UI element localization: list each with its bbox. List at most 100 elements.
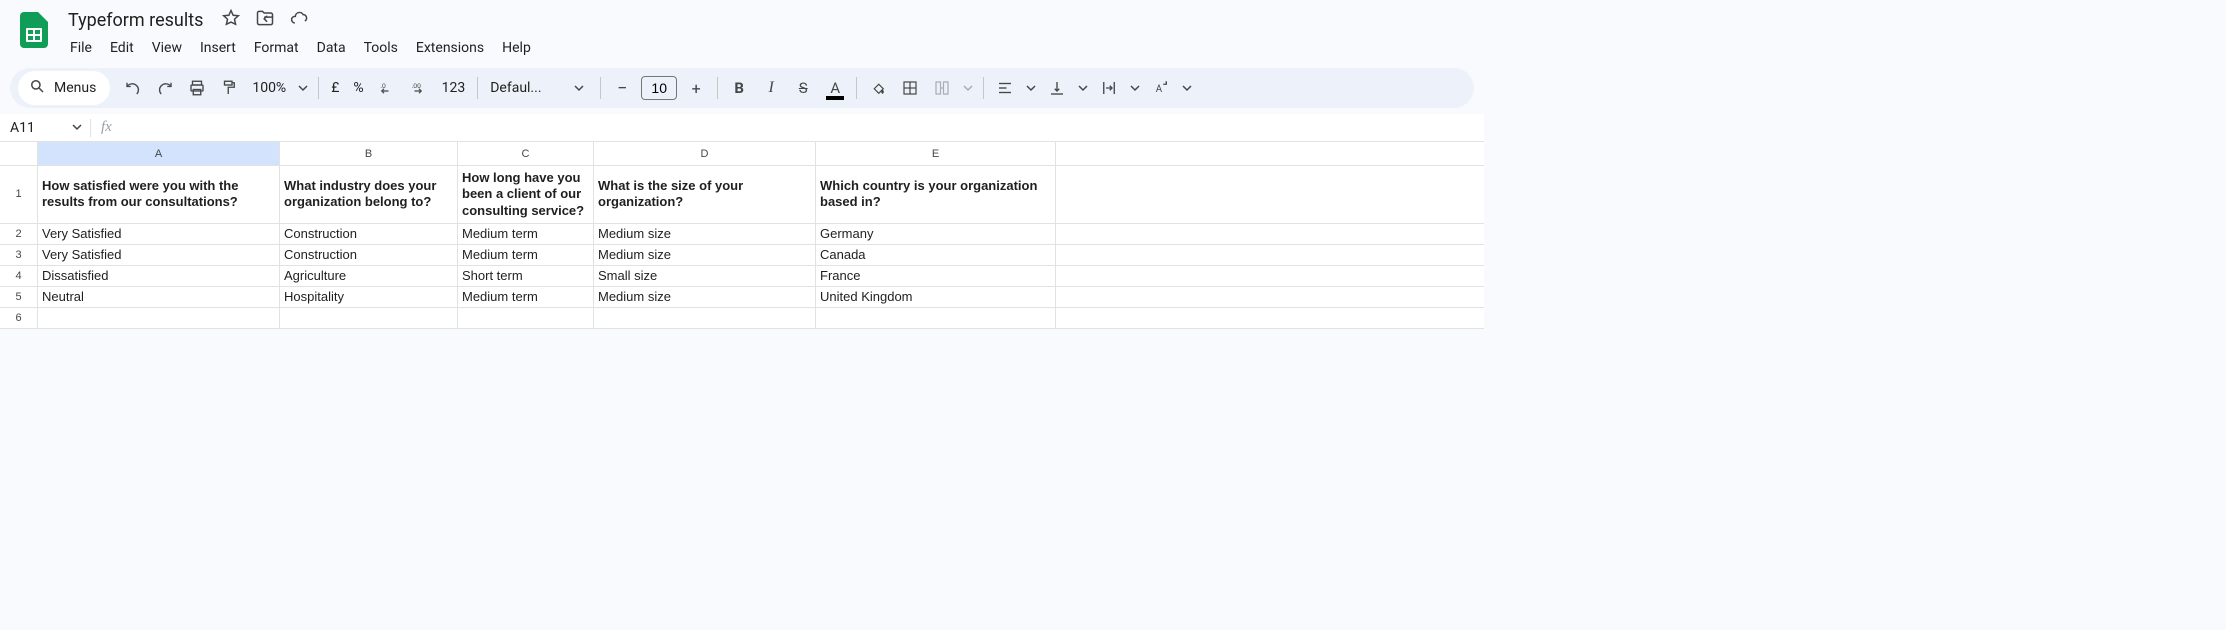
search-icon [28, 77, 46, 99]
col-header-C[interactable]: C [458, 142, 594, 165]
menu-insert[interactable]: Insert [192, 36, 244, 60]
percent-button[interactable]: % [347, 73, 369, 103]
title-row: Typeform results [62, 6, 1484, 34]
h-align-button[interactable] [990, 73, 1020, 103]
cell[interactable]: Small size [594, 266, 816, 286]
bold-button[interactable]: B [724, 73, 754, 103]
merge-button[interactable] [927, 73, 957, 103]
cell[interactable]: Very Satisfied [38, 245, 280, 265]
document-title[interactable]: Typeform results [62, 9, 209, 32]
strikethrough-button[interactable]: S [788, 73, 818, 103]
cell[interactable]: Medium size [594, 287, 816, 307]
cell[interactable]: How satisfied were you with the results … [38, 166, 280, 223]
increase-font-button[interactable]: + [681, 73, 711, 103]
cell[interactable]: Construction [280, 245, 458, 265]
separator [856, 77, 857, 99]
increase-decimal-button[interactable]: .00 [404, 73, 434, 103]
cell[interactable]: Medium term [458, 224, 594, 244]
col-header-B[interactable]: B [280, 142, 458, 165]
move-icon[interactable] [255, 8, 275, 32]
row-header[interactable]: 2 [0, 224, 38, 244]
select-all-corner[interactable] [0, 142, 38, 165]
cell[interactable]: Medium size [594, 224, 816, 244]
chevron-down-icon[interactable] [1178, 83, 1196, 93]
chevron-down-icon[interactable] [959, 83, 977, 93]
cell[interactable] [594, 308, 816, 328]
chevron-down-icon [294, 83, 312, 93]
cell[interactable]: Medium term [458, 287, 594, 307]
font-dropdown[interactable]: Defaul... [484, 80, 594, 96]
chevron-down-icon[interactable] [1074, 83, 1092, 93]
chevron-down-icon[interactable] [1022, 83, 1040, 93]
italic-button[interactable]: I [756, 73, 786, 103]
menu-file[interactable]: File [62, 36, 100, 60]
redo-button[interactable] [150, 73, 180, 103]
menus-search[interactable]: Menus [18, 71, 110, 105]
cell[interactable] [280, 308, 458, 328]
name-box[interactable]: A11 [0, 120, 90, 136]
row-header[interactable]: 3 [0, 245, 38, 265]
menu-format[interactable]: Format [246, 36, 307, 60]
font-size-input[interactable] [641, 76, 677, 100]
text-color-button[interactable]: A [820, 73, 850, 103]
cell[interactable]: United Kingdom [816, 287, 1056, 307]
row-header[interactable]: 4 [0, 266, 38, 286]
cell[interactable]: How long have you been a client of our c… [458, 166, 594, 223]
sheets-logo[interactable] [14, 10, 54, 50]
separator [477, 77, 478, 99]
cell[interactable]: What industry does your organization bel… [280, 166, 458, 223]
menus-label: Menus [54, 80, 96, 96]
rotate-button[interactable]: A [1146, 73, 1176, 103]
col-header-E[interactable]: E [816, 142, 1056, 165]
cell[interactable]: Agriculture [280, 266, 458, 286]
cell[interactable]: Medium size [594, 245, 816, 265]
table-row: 2 Very Satisfied Construction Medium ter… [0, 224, 1484, 245]
table-row: 3 Very Satisfied Construction Medium ter… [0, 245, 1484, 266]
fill-color-button[interactable] [863, 73, 893, 103]
menu-edit[interactable]: Edit [102, 36, 142, 60]
number-format-button[interactable]: 123 [436, 73, 472, 103]
cell[interactable]: Construction [280, 224, 458, 244]
column-headers: A B C D E [0, 142, 1484, 166]
chevron-down-icon[interactable] [1126, 83, 1144, 93]
menubar: File Edit View Insert Format Data Tools … [62, 34, 1484, 68]
borders-button[interactable] [895, 73, 925, 103]
paint-format-button[interactable] [214, 73, 244, 103]
decrease-font-button[interactable]: − [607, 73, 637, 103]
cell[interactable] [458, 308, 594, 328]
cell[interactable]: Which country is your organization based… [816, 166, 1056, 223]
cell[interactable]: Dissatisfied [38, 266, 280, 286]
row-header[interactable]: 6 [0, 308, 38, 328]
currency-button[interactable]: £ [325, 73, 345, 103]
wrap-button[interactable] [1094, 73, 1124, 103]
star-icon[interactable] [221, 8, 241, 32]
row-header[interactable]: 5 [0, 287, 38, 307]
menu-extensions[interactable]: Extensions [408, 36, 492, 60]
cell[interactable]: Neutral [38, 287, 280, 307]
cell[interactable]: Canada [816, 245, 1056, 265]
cell[interactable]: Very Satisfied [38, 224, 280, 244]
col-header-D[interactable]: D [594, 142, 816, 165]
cell[interactable] [816, 308, 1056, 328]
row-header[interactable]: 1 [0, 166, 38, 223]
menu-data[interactable]: Data [309, 36, 354, 60]
cell[interactable] [38, 308, 280, 328]
menu-view[interactable]: View [144, 36, 190, 60]
cell[interactable]: Short term [458, 266, 594, 286]
formula-bar: A11 fx [0, 114, 1484, 142]
menu-tools[interactable]: Tools [356, 36, 406, 60]
font-size-group: − + [607, 73, 711, 103]
zoom-dropdown[interactable]: 100% [246, 73, 312, 103]
cell[interactable]: What is the size of your organization? [594, 166, 816, 223]
cell[interactable]: Hospitality [280, 287, 458, 307]
undo-button[interactable] [118, 73, 148, 103]
decrease-decimal-button[interactable]: .0 [372, 73, 402, 103]
cell[interactable]: Medium term [458, 245, 594, 265]
col-header-A[interactable]: A [38, 142, 280, 165]
cell[interactable]: France [816, 266, 1056, 286]
v-align-button[interactable] [1042, 73, 1072, 103]
cloud-icon[interactable] [289, 8, 309, 32]
menu-help[interactable]: Help [494, 36, 539, 60]
cell[interactable]: Germany [816, 224, 1056, 244]
print-button[interactable] [182, 73, 212, 103]
